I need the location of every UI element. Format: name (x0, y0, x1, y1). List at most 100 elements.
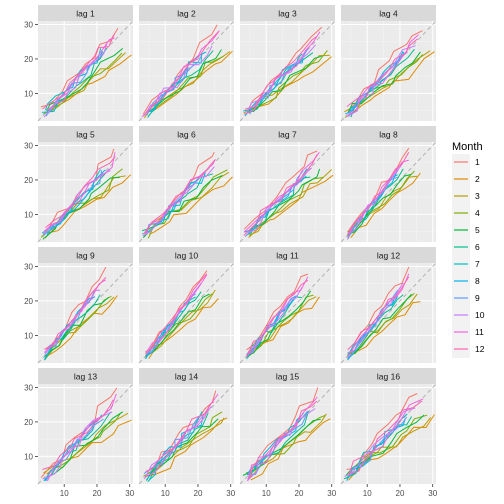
facet-label: lag 7 (278, 130, 297, 140)
facet-label: lag 1 (76, 9, 95, 19)
x-tick-label: 10 (262, 489, 271, 498)
series-line-month-4 (45, 412, 122, 479)
series-line-month-11 (247, 396, 318, 481)
facet-panel: lag 10 (138, 247, 235, 364)
series-line-month-2 (250, 418, 331, 481)
series-line-month-12 (249, 400, 318, 478)
series-line-month-2 (148, 176, 233, 235)
facet-panel: lag 16 10 20 30 (340, 368, 438, 498)
series-line-month-12 (145, 273, 208, 353)
facet-panel: lag 8 (340, 126, 437, 243)
series-line-month-11 (243, 31, 321, 115)
facet-label: lag 16 (377, 372, 400, 382)
reference-line (138, 383, 235, 485)
facet-panel: lag 7 (239, 126, 336, 243)
facet-panel: lag 13 10 20 30 10 20 30 (24, 368, 135, 498)
series-line-month-7 (244, 53, 303, 117)
series-line-month-10 (247, 167, 313, 233)
legend-label: 7 (475, 259, 480, 269)
x-tick-label: 10 (60, 489, 69, 498)
facet-strip (38, 126, 133, 142)
legend-title: Month (452, 141, 483, 153)
series-line-month-4 (143, 411, 223, 477)
panel-background (341, 142, 436, 242)
series-line-month-5 (247, 55, 322, 112)
y-tick-label: 20 (24, 176, 33, 185)
series-line-month-6 (248, 52, 314, 114)
series-line-month-5 (347, 173, 412, 235)
series-line-month-11 (43, 152, 116, 232)
series-line-month-10 (347, 162, 404, 234)
series-line-month-10 (144, 405, 213, 479)
series-line-month-4 (246, 294, 314, 359)
series-line-month-2 (348, 414, 435, 481)
facet-label: lag 13 (74, 372, 97, 382)
series-line-month-1 (40, 387, 118, 478)
series-line-month-10 (246, 286, 303, 355)
series-line-month-11 (46, 37, 115, 111)
series-line-month-5 (248, 168, 321, 234)
series-line-month-6 (247, 410, 309, 479)
facet-strip (240, 5, 335, 21)
y-tick-label: 20 (24, 55, 33, 64)
series-line-month-7 (247, 411, 308, 476)
facet-label: lag 5 (76, 130, 95, 140)
series-line-month-12 (146, 31, 219, 113)
series-line-month-11 (144, 393, 219, 477)
series-line-month-1 (40, 27, 119, 108)
facet-label: lag 10 (175, 251, 198, 261)
y-tick-label: 10 (24, 210, 33, 219)
series-line-month-2 (350, 301, 421, 353)
series-line-month-6 (145, 291, 202, 358)
series-line-month-2 (248, 56, 332, 114)
series-line-month-9 (348, 416, 408, 476)
series-line-month-12 (246, 279, 309, 358)
series-line-month-5 (242, 418, 321, 476)
series-line-month-12 (42, 399, 114, 470)
facet-strip (240, 126, 335, 142)
facet-strip (38, 247, 133, 263)
series-line-month-5 (347, 293, 412, 354)
facet-label: lag 2 (177, 9, 196, 19)
series-line-month-2 (47, 174, 132, 234)
series-line-month-3 (145, 289, 216, 355)
series-line-month-11 (246, 276, 309, 357)
facet-panel: lag 3 (239, 5, 336, 122)
series-line-month-1 (347, 147, 410, 233)
x-tick-label: 20 (396, 489, 405, 498)
series-line-month-5 (46, 411, 124, 479)
x-tick-label: 10 (363, 489, 372, 498)
y-tick-label: 20 (24, 418, 33, 427)
series-line-month-1 (142, 24, 218, 115)
y-tick-label: 20 (24, 297, 33, 306)
facet-strip (240, 368, 335, 384)
series-line-month-12 (45, 156, 116, 229)
series-line-month-12 (243, 154, 318, 236)
series-line-month-11 (46, 393, 117, 482)
facet-strip (139, 247, 234, 263)
series-line-month-5 (46, 48, 124, 111)
y-tick-label: 30 (24, 20, 33, 29)
series-line-month-2 (47, 295, 118, 357)
x-tick-label: 30 (125, 489, 134, 498)
series-line-month-10 (42, 411, 113, 480)
series-line-month-5 (145, 293, 210, 356)
facet-panel: lag 12 (340, 247, 437, 364)
facet-panel: lag 14 10 20 30 (138, 368, 236, 498)
series-line-month-2 (151, 50, 233, 112)
x-tick-label: 20 (93, 489, 102, 498)
series-line-month-6 (350, 48, 415, 118)
facet-strip (341, 126, 436, 142)
legend-label: 11 (475, 327, 484, 337)
facet-strip (341, 368, 436, 384)
facet-strip (139, 368, 234, 384)
series-line-month-11 (347, 273, 410, 358)
series-line-month-12 (346, 38, 419, 107)
y-tick-label: 30 (24, 141, 33, 150)
series-line-month-12 (145, 401, 215, 473)
series-line-month-12 (44, 276, 107, 350)
facet-label: lag 14 (175, 372, 198, 382)
legend-label: 3 (475, 191, 480, 201)
